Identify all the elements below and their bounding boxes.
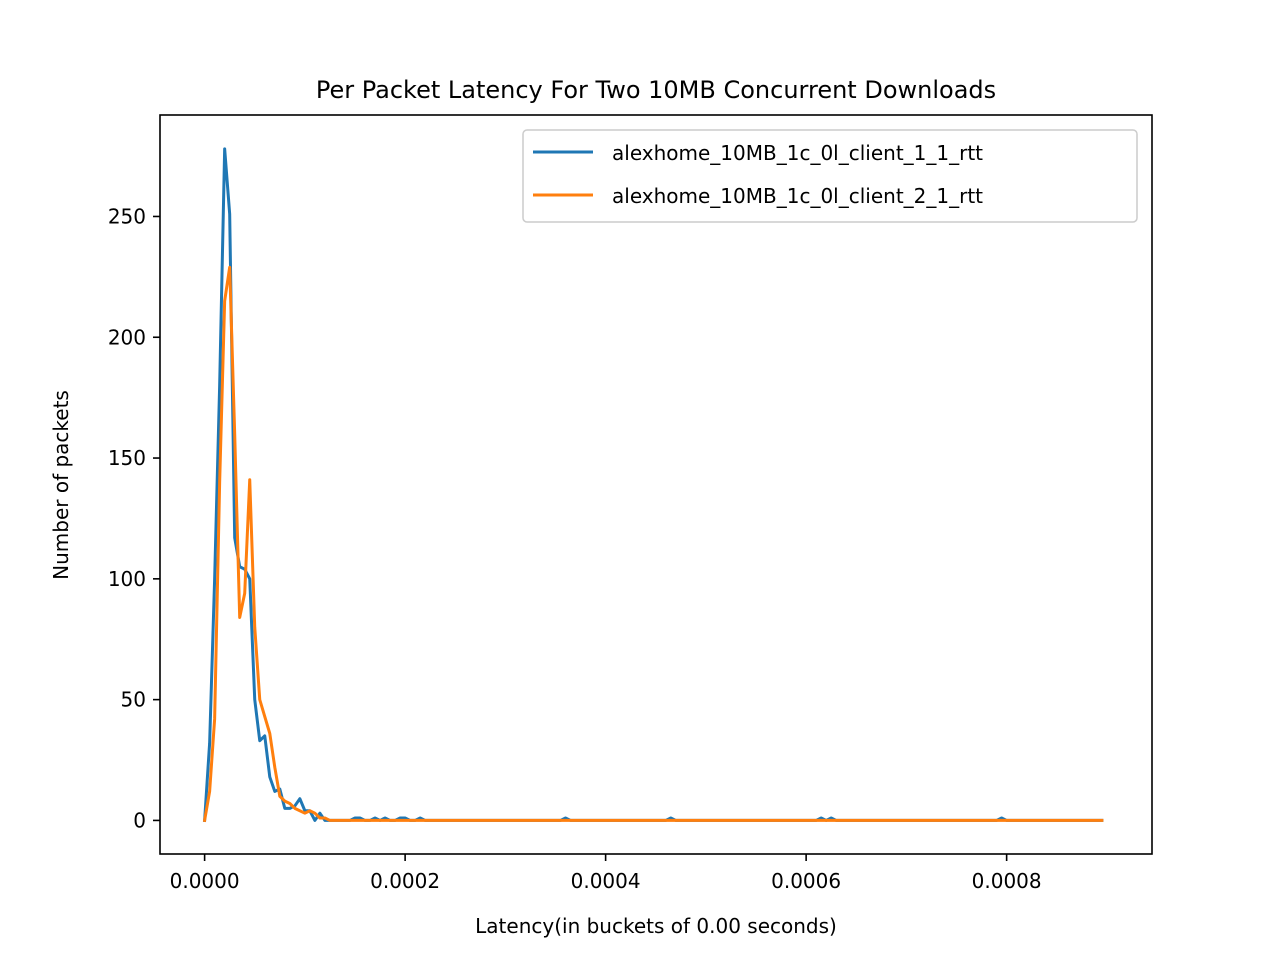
chart-title: Per Packet Latency For Two 10MB Concurre… xyxy=(316,76,996,104)
y-tick-label: 50 xyxy=(121,688,146,712)
legend-label-series-1: alexhome_10MB_1c_0l_client_1_1_rtt xyxy=(612,141,983,165)
series-line-2 xyxy=(202,265,1104,823)
x-tick-label: 0.0004 xyxy=(571,869,641,893)
y-tick-label: 250 xyxy=(108,204,146,228)
x-tick-label: 0.0000 xyxy=(170,869,240,893)
y-axis-label: Number of packets xyxy=(49,390,73,580)
legend: alexhome_10MB_1c_0l_client_1_1_rtt alexh… xyxy=(522,129,1138,223)
x-axis-label: Latency(in buckets of 0.00 seconds) xyxy=(475,914,837,938)
x-axis-ticks: 0.0000 0.0002 0.0004 0.0006 0.0008 xyxy=(170,854,1042,893)
plot-area-frame xyxy=(159,114,1153,855)
x-tick-label: 0.0006 xyxy=(771,869,841,893)
x-tick-label: 0.0002 xyxy=(370,869,440,893)
legend-box xyxy=(522,129,1138,223)
series-layer xyxy=(202,147,1104,823)
y-axis-ticks: 0 50 100 150 200 250 xyxy=(108,204,160,832)
legend-label-series-2: alexhome_10MB_1c_0l_client_2_1_rtt xyxy=(612,184,983,208)
y-tick-label: 100 xyxy=(108,567,146,591)
y-tick-label: 150 xyxy=(108,446,146,470)
y-tick-label: 0 xyxy=(133,808,146,832)
x-tick-label: 0.0008 xyxy=(972,869,1042,893)
y-tick-label: 200 xyxy=(108,325,146,349)
